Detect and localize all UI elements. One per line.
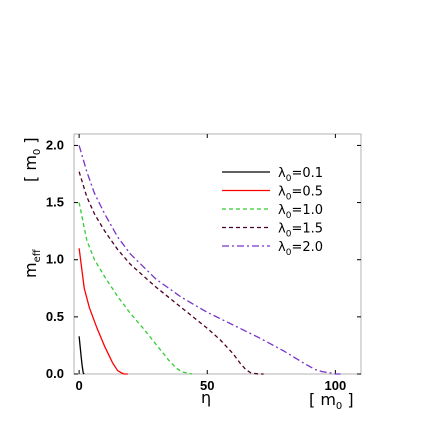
y-axis: 0.0 0.5 1.0 1.5 2.0 — [46, 137, 361, 381]
y-tick-label: 0.0 — [46, 366, 64, 381]
x-axis-label: η — [201, 388, 211, 407]
legend-label: λ0=0.1 — [278, 166, 323, 184]
series-line — [78, 171, 264, 375]
plot-frame — [73, 133, 362, 375]
x-tick-label: 0 — [76, 378, 83, 393]
y-tick-label: 2.0 — [46, 137, 64, 152]
legend: λ0=0.1λ0=0.5λ0=1.0λ0=1.5λ0=2.0 — [222, 166, 323, 258]
y-tick-label: 0.5 — [46, 309, 64, 324]
x-tick-label: 100 — [325, 378, 347, 393]
y-tick-label: 1.5 — [46, 195, 64, 210]
series-line — [78, 202, 193, 375]
series-line — [78, 145, 341, 375]
x-tick-label: 50 — [200, 378, 214, 393]
y-axis-unit: [ m0 ] — [21, 137, 43, 182]
series-line — [78, 336, 85, 375]
series-line — [78, 248, 128, 375]
legend-label: λ0=1.0 — [278, 203, 323, 221]
y-axis-label: meff — [21, 248, 43, 278]
legend-label: λ0=1.5 — [278, 222, 323, 240]
x-axis: 0 50 100 — [76, 134, 347, 393]
legend-label: λ0=0.5 — [278, 185, 323, 203]
legend-label: λ0=2.0 — [278, 240, 323, 258]
series-layer — [78, 145, 341, 375]
x-axis-unit: [ m0 ] — [309, 390, 354, 412]
y-tick-label: 1.0 — [46, 252, 64, 267]
